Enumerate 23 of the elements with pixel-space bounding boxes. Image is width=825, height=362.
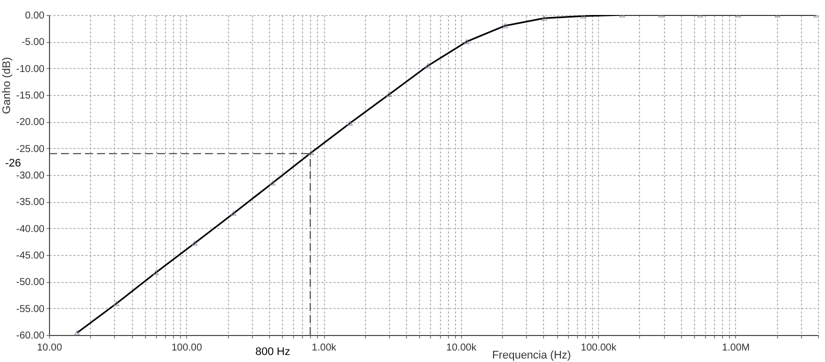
y-tick-label: -30.00 [16, 170, 45, 182]
x-axis-title: Frequencia (Hz) [492, 350, 571, 362]
y-tick-label: -45.00 [16, 250, 45, 262]
y-tick-label: -60.00 [16, 330, 45, 342]
y-tick-label: -55.00 [16, 304, 45, 315]
x-tick-label: 100.00 [171, 342, 202, 354]
x-tick-label: 10.00k [446, 342, 478, 354]
y-tick-label: -40.00 [16, 224, 45, 235]
x-tick-label: 1.00M [722, 342, 750, 354]
y-tick-label: -20.00 [16, 117, 45, 128]
x-tick-label: 1.00k [312, 342, 338, 354]
y-axis-title: Ganho (dB) [1, 57, 14, 114]
y-tick-label: -15.00 [16, 90, 45, 102]
y-tick-label: -10.00 [16, 64, 45, 75]
y-tick-label: -50.00 [16, 277, 45, 288]
ref-line-label: -26 [5, 158, 21, 170]
y-tick-label: 0.00 [25, 10, 45, 22]
ref-line-label: 800 Hz [255, 346, 290, 358]
y-tick-label: -5.00 [22, 37, 45, 48]
x-tick-label: 100.00k [580, 342, 618, 354]
x-tick-label: 10.00 [36, 342, 62, 354]
y-tick-label: -35.00 [16, 197, 45, 208]
y-tick-label: -25.00 [16, 144, 45, 155]
